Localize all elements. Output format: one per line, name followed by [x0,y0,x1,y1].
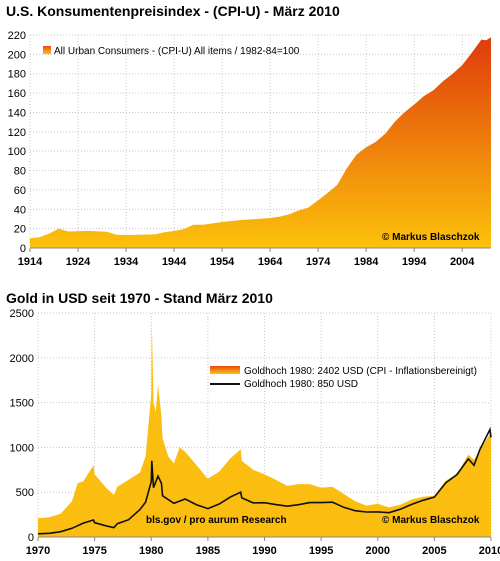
cpi-y-tick-label: 160 [8,88,26,100]
cpi-y-tick-label: 60 [14,185,26,197]
cpi-x-tick-label: 2004 [450,256,475,268]
gold-legend-area-label: Goldhoch 1980: 2402 USD (CPI - Inflation… [244,366,477,377]
cpi-x-tick-label: 1924 [66,256,91,268]
gold-y-tick-label: 0 [28,532,34,544]
cpi-y-tick-label: 200 [8,49,26,61]
gold-y-tick-label: 500 [16,487,34,499]
gold-chart-title: Gold in USD seit 1970 - Stand März 2010 [6,290,273,306]
gold-legend-area-swatch [210,366,240,374]
gold-x-tick-label: 2000 [366,545,390,557]
gold-credit: © Markus Blaschzok [382,515,480,526]
cpi-y-tick-label: 40 [14,204,26,216]
cpi-x-tick-label: 1944 [162,256,187,268]
cpi-x-tick-label: 1954 [210,256,235,268]
gold-x-tick-label: 1995 [309,545,333,557]
cpi-y-tick-label: 220 [8,30,26,42]
gold-x-tick-label: 1975 [82,545,106,557]
cpi-y-axis: 0 20 40 60 80 100 120 140 160 180 200 220 [8,30,26,255]
gold-y-tick-label: 2500 [10,308,34,320]
gold-x-tick-label: 1985 [196,545,220,557]
cpi-y-tick-label: 80 [14,166,26,178]
gold-y-axis: 0 500 1000 1500 2000 2500 [10,308,34,544]
cpi-x-tick-label: 1984 [354,256,379,268]
cpi-y-tick-label: 140 [8,107,26,119]
gold-x-tick-label: 1980 [139,545,163,557]
cpi-y-tick-label: 100 [8,146,26,158]
gold-y-tick-label: 1500 [10,398,34,410]
cpi-area-series [30,37,491,248]
cpi-chart-title: U.S. Konsumentenpreisindex - (CPI-U) - M… [6,3,340,19]
cpi-y-tick-label: 180 [8,69,26,81]
gold-chart: Gold in USD seit 1970 - Stand März 2010 … [6,290,500,557]
gold-x-tick-label: 1970 [26,545,50,557]
cpi-credit: © Markus Blaschzok [382,232,480,243]
cpi-x-axis: 1914 1924 1934 1944 1954 1964 1974 1984 1994 2004 [18,247,491,268]
gold-legend-line-label: Goldhoch 1980: 850 USD [244,379,358,390]
cpi-x-tick-label: 1914 [18,256,43,268]
gold-source: bls.gov / pro aurum Research [146,515,287,526]
gold-nominal-line [37,426,492,535]
cpi-x-tick-label: 1994 [402,256,427,268]
gold-x-tick-label: 1990 [252,545,276,557]
gold-inflation-adjusted-area [38,321,491,537]
cpi-legend-label: All Urban Consumers - (CPI-U) All items … [54,46,300,57]
cpi-legend: All Urban Consumers - (CPI-U) All items … [43,46,300,57]
gold-x-tick-label: 2010 [479,545,500,557]
cpi-y-tick-label: 120 [8,127,26,139]
cpi-chart: U.S. Konsumentenpreisindex - (CPI-U) - M… [6,3,491,268]
cpi-y-tick-label: 0 [20,243,26,255]
cpi-legend-swatch [43,46,51,54]
cpi-y-tick-label: 20 [14,224,26,236]
gold-x-tick-label: 2005 [422,545,446,557]
gold-y-tick-label: 1000 [10,442,34,454]
cpi-x-tick-label: 1964 [258,256,283,268]
gold-legend: Goldhoch 1980: 2402 USD (CPI - Inflation… [210,366,477,390]
cpi-x-tick-label: 1934 [114,256,139,268]
cpi-x-tick-label: 1974 [306,256,331,268]
gold-y-tick-label: 2000 [10,353,34,365]
gold-x-axis: 1970 1975 1980 1985 1990 1995 2000 2005 2010 [26,536,500,557]
